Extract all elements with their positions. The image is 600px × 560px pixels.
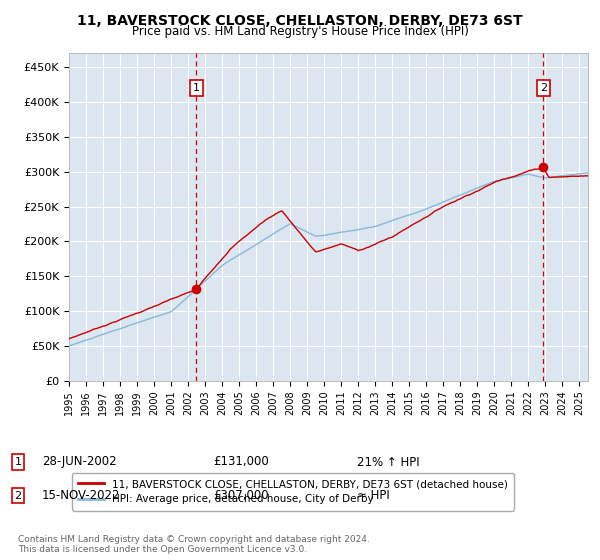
Text: 28-JUN-2002: 28-JUN-2002: [42, 455, 116, 469]
Text: £131,000: £131,000: [213, 455, 269, 469]
Text: 15-NOV-2022: 15-NOV-2022: [42, 489, 121, 502]
Text: 21% ↑ HPI: 21% ↑ HPI: [357, 455, 419, 469]
Text: 2: 2: [540, 83, 547, 93]
Text: 1: 1: [14, 457, 22, 467]
Text: £307,000: £307,000: [213, 489, 269, 502]
Text: ≈ HPI: ≈ HPI: [357, 489, 390, 502]
Text: 2: 2: [14, 491, 22, 501]
Text: Contains HM Land Registry data © Crown copyright and database right 2024.
This d: Contains HM Land Registry data © Crown c…: [18, 535, 370, 554]
Legend: 11, BAVERSTOCK CLOSE, CHELLASTON, DERBY, DE73 6ST (detached house), HPI: Average: 11, BAVERSTOCK CLOSE, CHELLASTON, DERBY,…: [71, 473, 514, 511]
Text: 11, BAVERSTOCK CLOSE, CHELLASTON, DERBY, DE73 6ST: 11, BAVERSTOCK CLOSE, CHELLASTON, DERBY,…: [77, 14, 523, 28]
Text: Price paid vs. HM Land Registry's House Price Index (HPI): Price paid vs. HM Land Registry's House …: [131, 25, 469, 38]
Text: 1: 1: [193, 83, 200, 93]
